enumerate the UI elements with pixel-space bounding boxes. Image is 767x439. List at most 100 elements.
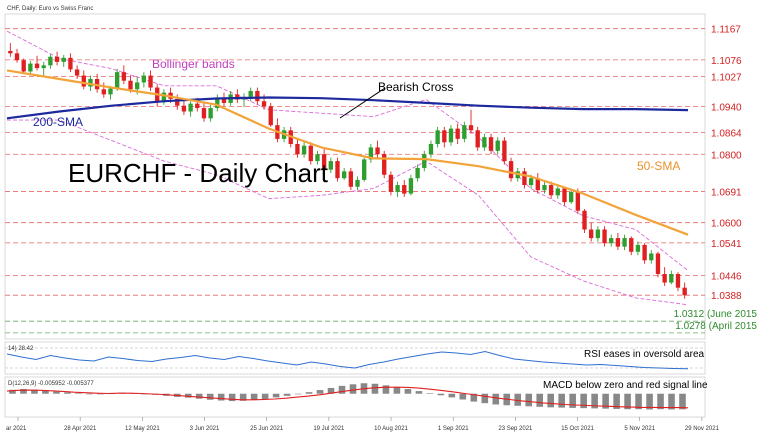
x-tick-label: ar 2021	[6, 426, 27, 432]
bollinger-lower-band	[7, 119, 689, 306]
candle-body	[188, 103, 193, 112]
macd-bar	[206, 393, 214, 400]
candle-body	[268, 106, 273, 126]
candle-body	[455, 128, 460, 139]
candle-body	[522, 171, 527, 186]
macd-panel-frame	[4, 376, 706, 418]
macd-bar	[393, 387, 401, 394]
candle-body	[422, 154, 427, 168]
bollinger-bands-label: Bollinger bands	[152, 57, 235, 71]
x-tick-label: 3 Jun 2021	[190, 426, 220, 432]
candle-body	[435, 130, 440, 144]
candle-body	[54, 56, 60, 62]
candle-body	[602, 229, 607, 244]
candle-body	[135, 82, 140, 90]
macd-bar	[591, 393, 598, 409]
sma200-line	[6, 96, 689, 120]
macd-bar	[20, 389, 27, 394]
price-level-label: 1.0864	[711, 128, 742, 139]
macd-layer	[6, 383, 689, 410]
candle-body	[675, 274, 681, 288]
macd-bar	[283, 393, 291, 396]
candle-body	[255, 90, 260, 102]
candle-body	[649, 253, 654, 261]
candle-body	[475, 130, 480, 148]
candle-body	[555, 188, 560, 196]
candle-body	[21, 60, 26, 72]
macd-bar	[184, 393, 192, 398]
candle-body	[348, 171, 354, 187]
candle-body	[548, 185, 554, 196]
rsi-layer	[5, 347, 705, 370]
price-level-label: 1.0600	[711, 219, 742, 230]
candle-body	[382, 154, 387, 175]
candle-body	[328, 161, 333, 170]
candle-body	[181, 105, 187, 112]
price-level-label: 1.0940	[711, 102, 742, 113]
macd-signal-line	[6, 386, 689, 409]
candle-body	[462, 125, 467, 139]
macd-bar	[305, 392, 313, 394]
x-tick-label: 15 Oct 2021	[561, 426, 594, 432]
rsi-annotation: RSI eases in oversold area	[584, 349, 705, 360]
macd-bar	[97, 393, 104, 395]
price-level-label: 1.0691	[711, 188, 742, 199]
candle-body	[14, 53, 20, 61]
rsi-readout: 14) 28.42	[8, 346, 34, 352]
candle-body	[362, 159, 367, 180]
candle-body	[68, 57, 73, 70]
macd-bar	[492, 393, 500, 405]
macd-bar	[481, 393, 489, 404]
macd-bar	[327, 387, 335, 394]
macd-bar	[250, 393, 258, 401]
candle-body	[622, 238, 627, 247]
candle-body	[582, 210, 587, 230]
macd-bar	[31, 389, 38, 394]
candle-body	[341, 171, 347, 179]
sma50-line	[6, 69, 689, 236]
macd-bar	[635, 393, 642, 410]
macd-bar	[646, 393, 653, 410]
x-tick-label: 23 Sep 2021	[498, 426, 533, 432]
candle-body	[301, 145, 307, 155]
x-tick-label: 25 Jun 2021	[250, 426, 284, 432]
price-level-label: 1.0388	[711, 291, 742, 302]
candle-body	[235, 94, 240, 100]
bearish-cross-pointer	[339, 87, 386, 119]
x-tick-label: 5 Nov 2021	[624, 426, 655, 432]
candle-body	[682, 287, 687, 296]
x-tick-label: 12 May 2021	[125, 426, 160, 432]
candle-body	[542, 185, 547, 191]
sma200-label: 200-SMA	[33, 115, 83, 129]
candle-body	[568, 191, 574, 203]
candle-body	[108, 88, 113, 95]
candle-body	[28, 63, 33, 72]
macd-bar	[558, 393, 565, 408]
candle-body	[662, 274, 667, 283]
price-levels-layer: 1.1167 1.1076 1.1027 1.0940 1.0864 1.0800 1.06…	[5, 25, 757, 334]
candle-body	[595, 229, 601, 239]
macd-bar	[536, 393, 544, 407]
chart-title: EURCHF - Daily Chart	[68, 158, 329, 188]
price-level-label: 1.0541	[711, 239, 742, 250]
candle-body	[61, 57, 66, 62]
candle-body	[562, 188, 567, 203]
macd-bar	[448, 393, 456, 398]
candle-body	[308, 145, 313, 162]
macd-bar	[228, 393, 236, 402]
candle-body	[589, 229, 594, 239]
macd-bar	[613, 393, 620, 409]
candles-layer	[8, 43, 687, 299]
candle-body	[395, 185, 400, 192]
candle-body	[609, 238, 614, 244]
macd-bar	[415, 391, 423, 394]
macd-bar	[459, 393, 467, 400]
price-level-label: 1.0446	[711, 271, 742, 282]
candle-body	[34, 63, 40, 69]
candle-body	[655, 253, 661, 274]
candle-body	[315, 154, 320, 162]
macd-bar	[53, 391, 60, 394]
candle-body	[48, 56, 53, 66]
candle-body	[321, 154, 327, 170]
